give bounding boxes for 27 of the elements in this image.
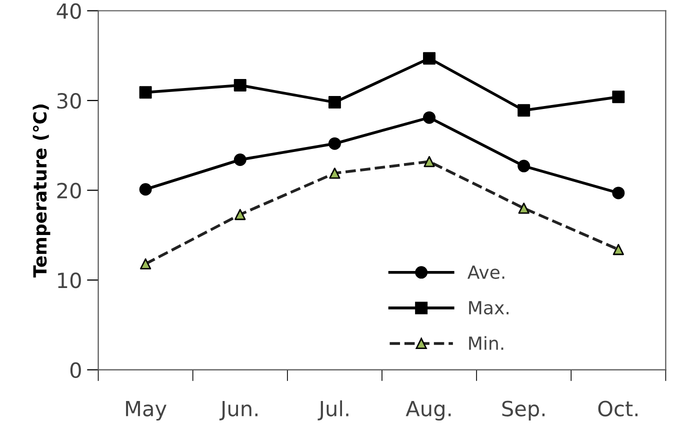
x-tick-label: Sep. (502, 400, 545, 421)
point (423, 52, 436, 65)
y-tick-label: 30 (57, 92, 81, 109)
point (518, 104, 530, 117)
x-tick-label: May (126, 400, 166, 421)
point (328, 96, 341, 109)
y-axis-title: Temperature (℃) (32, 104, 50, 278)
y-tick-label: 10 (58, 272, 81, 288)
x-tick-label: Jul. (318, 400, 348, 420)
point (139, 86, 152, 99)
y-tick-label: 40 (56, 3, 81, 19)
x-tick-label: Jun. (219, 400, 258, 420)
y-tick-label: 20 (57, 182, 81, 198)
point (612, 90, 625, 104)
point (518, 202, 530, 214)
point (329, 168, 340, 179)
legend-label: Min. (469, 336, 504, 350)
point (140, 258, 152, 270)
x-tick-label: Aug. (406, 400, 451, 421)
legend-label: Max. (469, 301, 508, 315)
y-tick-label: 0 (70, 362, 81, 378)
point (234, 208, 246, 220)
x-tick-label: Oct. (598, 400, 638, 416)
point (234, 79, 246, 92)
point (424, 156, 435, 168)
point (612, 244, 624, 256)
legend-label: Ave. (468, 266, 504, 279)
